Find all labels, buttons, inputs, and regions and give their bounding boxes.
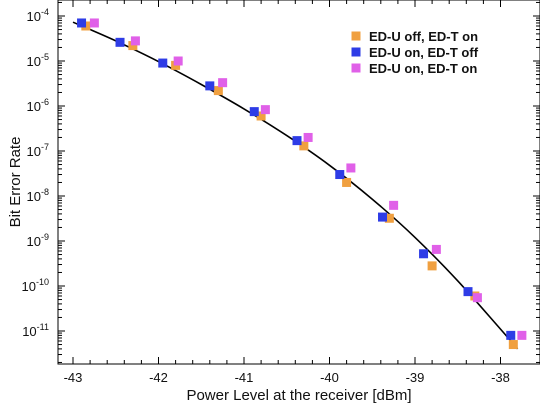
marker-series-1 (128, 41, 138, 51)
marker-series-3 (431, 244, 441, 254)
y-tick-label: 10-5 (27, 52, 49, 69)
marker-series-2 (463, 287, 473, 297)
legend-label-2: ED-U on, ED-T off (369, 45, 479, 60)
marker-series-3 (89, 18, 99, 28)
y-tick-exponent: -5 (41, 52, 49, 62)
marker-series-1 (342, 177, 352, 187)
marker-series-2 (158, 58, 168, 68)
marker-series-1 (384, 213, 394, 223)
legend-swatch-1 (351, 31, 361, 41)
marker-series-2 (205, 81, 215, 91)
marker-series-1 (213, 86, 223, 96)
x-tick-label: -39 (406, 370, 425, 385)
y-tick-base: 10 (27, 9, 41, 24)
x-tick-label: -40 (320, 370, 339, 385)
x-tick-label: -38 (491, 370, 510, 385)
x-tick-label: -42 (149, 370, 168, 385)
x-tick-label: -43 (64, 370, 83, 385)
x-axis-title: Power Level at the receiver [dBm] (186, 387, 411, 404)
y-tick-label: 10-9 (27, 232, 49, 249)
y-tick-base: 10 (22, 279, 36, 294)
marker-series-1 (508, 340, 518, 350)
y-tick-base: 10 (27, 234, 41, 249)
marker-series-3 (173, 56, 183, 66)
marker-series-2 (115, 37, 125, 47)
y-tick-exponent: -9 (41, 232, 49, 242)
marker-series-2 (335, 170, 345, 180)
legend-label-1: ED-U off, ED-T on (369, 29, 478, 44)
marker-series-3 (472, 293, 482, 303)
y-tick-exponent: -8 (41, 187, 49, 197)
marker-series-3 (260, 105, 270, 115)
data-markers (77, 18, 527, 350)
y-tick-label: 10-4 (27, 7, 49, 24)
legend-label-3: ED-U on, ED-T on (369, 61, 477, 76)
y-tick-exponent: -7 (41, 142, 49, 152)
marker-series-2 (292, 136, 302, 146)
y-tick-label: 10-8 (27, 187, 49, 204)
x-axis-ticks: -43 -42 -41 -40 -39 -38 (64, 0, 510, 385)
y-tick-label: 10-6 (27, 97, 49, 114)
y-tick-exponent: -6 (41, 97, 49, 107)
y-tick-label: 10-10 (22, 277, 49, 294)
marker-series-2 (77, 18, 87, 28)
marker-series-2 (378, 212, 388, 222)
legend-swatch-3 (351, 63, 361, 73)
marker-series-1 (427, 261, 437, 271)
y-tick-exponent: -10 (36, 277, 49, 287)
y-tick-label: 10-7 (27, 142, 49, 159)
marker-series-3 (130, 36, 140, 46)
marker-series-3 (218, 78, 228, 88)
y-tick-base: 10 (27, 99, 41, 114)
y-tick-exponent: -11 (37, 322, 49, 332)
marker-series-3 (303, 132, 313, 142)
y-tick-base: 10 (22, 324, 36, 339)
y-tick-base: 10 (27, 189, 41, 204)
marker-series-1 (299, 141, 309, 151)
marker-series-3 (389, 200, 399, 210)
y-tick-exponent: -4 (41, 7, 49, 17)
marker-series-3 (517, 330, 527, 340)
marker-series-3 (346, 163, 356, 173)
marker-series-2 (419, 249, 429, 259)
y-tick-base: 10 (27, 54, 41, 69)
legend-swatch-2 (351, 47, 361, 57)
marker-series-2 (249, 107, 259, 117)
x-tick-label: -41 (235, 370, 254, 385)
marker-series-1 (256, 111, 266, 121)
y-tick-base: 10 (27, 144, 41, 159)
y-tick-label: 10-11 (22, 322, 49, 339)
y-axis-title: Bit Error Rate (7, 137, 24, 228)
marker-series-2 (506, 330, 516, 340)
